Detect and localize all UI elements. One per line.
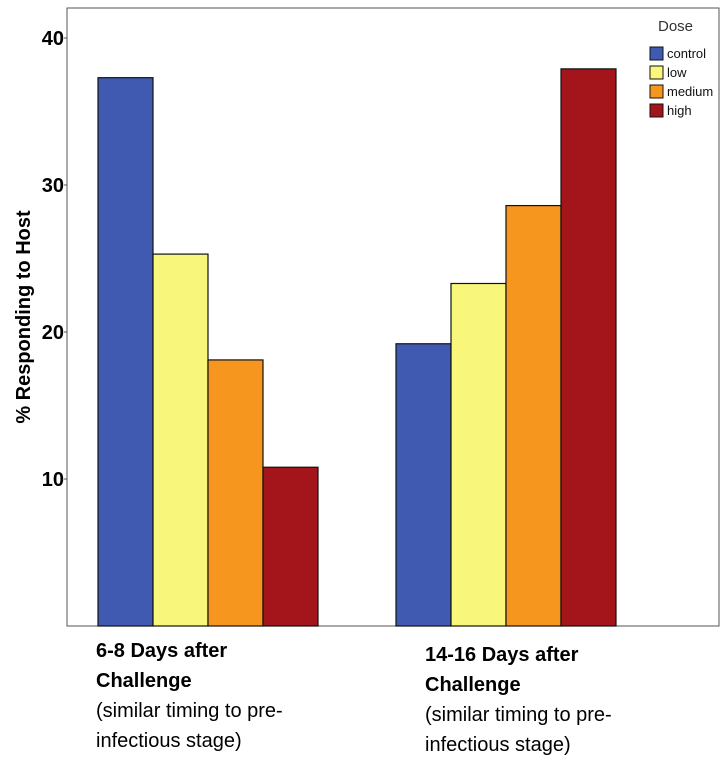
category-label-line: 6-8 Days after (96, 640, 228, 662)
legend-label-control: control (667, 46, 706, 61)
category-label-line: (similar timing to pre- (425, 704, 612, 726)
category-label-line: Challenge (425, 674, 521, 696)
plot-frame (66, 7, 720, 627)
y-tick-label: 20 (42, 322, 64, 344)
category-label-line: 14-16 Days after (425, 644, 579, 666)
bar-control (97, 77, 154, 627)
bars (97, 68, 617, 627)
legend-label-low: low (667, 65, 687, 80)
legend-swatch-low (649, 65, 664, 80)
bar-low (152, 253, 209, 627)
bar-low (450, 282, 507, 627)
bar-medium (505, 204, 562, 627)
legend-items: control low medium high (649, 46, 713, 118)
category-label-line: infectious stage) (96, 730, 242, 752)
y-axis-ticks: 10 20 30 40 (42, 28, 67, 491)
legend-swatch-high (649, 103, 664, 118)
category-label-2: 14-16 Days after Challenge (similar timi… (425, 640, 724, 760)
bar-high (262, 466, 319, 627)
y-tick-label: 40 (42, 28, 64, 50)
category-label-1: 6-8 Days after Challenge (similar timing… (96, 636, 396, 756)
category-label-line: infectious stage) (425, 734, 571, 756)
legend-swatch-medium (649, 84, 664, 99)
bar-high (560, 68, 617, 627)
category-label-line: Challenge (96, 670, 192, 692)
y-tick-label: 30 (42, 175, 64, 197)
bar-control (395, 343, 452, 627)
legend-title: Dose (658, 18, 693, 35)
legend-label-high: high (667, 103, 692, 118)
category-label-line: (similar timing to pre- (96, 700, 283, 722)
legend-swatch-control (649, 46, 664, 61)
y-axis-label: % Responding to Host (13, 210, 35, 424)
bar-medium (207, 359, 264, 627)
y-tick-label: 10 (42, 469, 64, 491)
legend-label-medium: medium (667, 84, 713, 99)
legend: Dose control low medium high (649, 18, 713, 118)
